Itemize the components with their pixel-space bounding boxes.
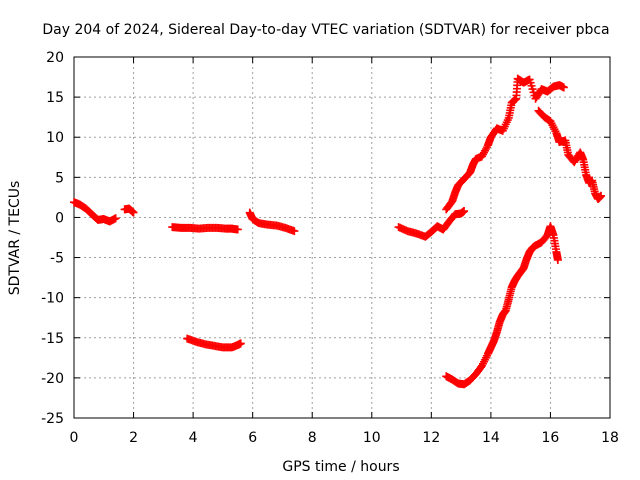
chart-title: Day 204 of 2024, Sidereal Day-to-day VTE… <box>42 22 609 38</box>
x-tick-labels: 0 2 4 6 8 10 12 14 16 18 <box>70 430 619 446</box>
y-tick-label: -15 <box>41 331 64 347</box>
y-tick-label: -25 <box>41 411 64 427</box>
x-tick-label: 8 <box>308 430 317 446</box>
x-tick-label: 0 <box>70 430 79 446</box>
x-tick-label: 4 <box>189 430 198 446</box>
series-arc-4 <box>245 208 299 236</box>
data-point <box>597 191 606 200</box>
data-points <box>70 74 606 389</box>
data-point <box>460 207 469 216</box>
x-tick-label: 16 <box>542 430 560 446</box>
y-tick-label: -5 <box>50 251 64 267</box>
series-arc-3 <box>168 223 242 234</box>
y-tick-label: -10 <box>41 291 64 307</box>
data-point <box>559 83 568 92</box>
series-arc-9 <box>442 222 562 389</box>
series-arc-5 <box>183 334 245 352</box>
x-tick-label: 2 <box>129 430 138 446</box>
x-axis-title: GPS time / hours <box>282 459 399 475</box>
data-point <box>233 225 242 234</box>
x-tick-label: 10 <box>363 430 381 446</box>
x-tick-label: 18 <box>601 430 619 446</box>
y-tick-labels: -25 -20 -15 -10 -5 0 5 10 15 20 <box>41 50 64 427</box>
grid-lines <box>74 57 610 418</box>
series-arc-2 <box>120 204 138 217</box>
x-tick-label: 6 <box>248 430 257 446</box>
data-point <box>290 227 299 236</box>
y-tick-label: 10 <box>46 130 64 146</box>
series-arc-6 <box>394 207 469 241</box>
x-tick-label: 12 <box>422 430 440 446</box>
data-point <box>111 214 120 223</box>
y-tick-label: 5 <box>55 170 64 186</box>
y-tick-label: 0 <box>55 210 64 226</box>
y-tick-label: 15 <box>46 90 64 106</box>
series-arc-1 <box>70 198 120 226</box>
x-tick-label: 14 <box>482 430 500 446</box>
series-arc-7 <box>442 74 568 214</box>
data-point <box>553 255 562 264</box>
data-point <box>236 339 245 348</box>
plot-frame <box>73 56 611 419</box>
y-tick-label: -20 <box>41 371 64 387</box>
series-arc-8 <box>534 106 606 203</box>
y-tick-label: 20 <box>46 50 64 66</box>
y-axis-title: SDTVAR / TECUs <box>7 181 23 296</box>
axis-ticks <box>73 56 611 419</box>
data-point <box>129 208 138 217</box>
